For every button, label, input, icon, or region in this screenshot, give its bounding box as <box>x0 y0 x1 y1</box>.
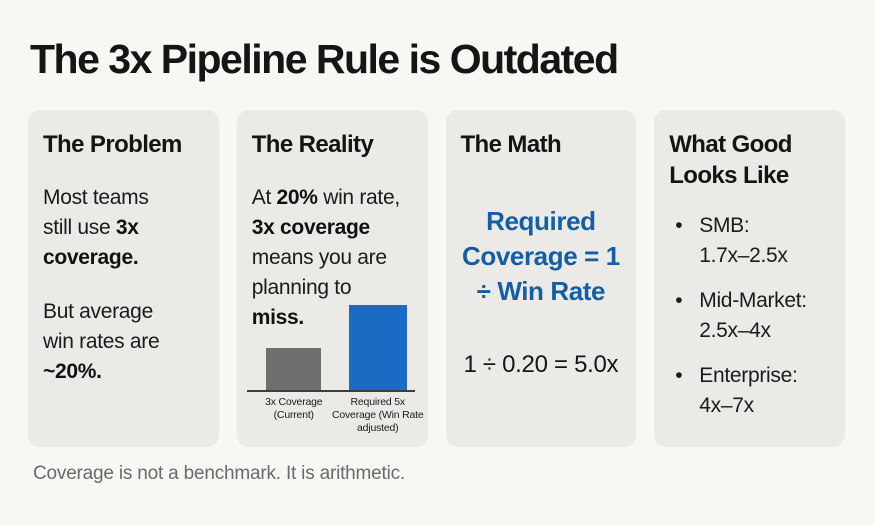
card-good-heading: What Good Looks Like <box>669 131 792 189</box>
text-segment: win rate, <box>317 186 400 209</box>
text-segment: planning to <box>251 276 352 299</box>
card-problem-heading: The Problem <box>43 131 182 158</box>
text-segment-bold: 3x <box>115 216 139 239</box>
required-coverage-formula: Required Coverage = 1 ÷ Win Rate <box>461 206 620 306</box>
card-problem-para-1: Most teams still use 3x coverage. <box>43 183 204 273</box>
text-segment-bold: miss. <box>251 306 305 329</box>
list-item-text: Enterprise: 4x–7x <box>699 361 798 421</box>
text-segment: win rates are <box>43 330 160 353</box>
segment-label: SMB: <box>699 214 750 237</box>
text-segment: Most teams <box>43 186 149 209</box>
text-segment: At <box>251 186 277 209</box>
text-line: ~20%. <box>43 357 204 387</box>
text-segment: still use <box>43 216 116 239</box>
segment-label: Enterprise: <box>699 364 798 387</box>
bullet-icon: • <box>675 214 683 237</box>
text-segment: But average <box>43 300 153 323</box>
text-segment-bold: coverage. <box>43 246 139 269</box>
card-what-good-looks-like: What Good Looks Like • SMB: 1.7x–2.5x • … <box>654 110 845 447</box>
bar-required-5x-coverage <box>348 305 407 390</box>
card-reality-heading: The Reality <box>251 131 374 158</box>
card-problem-para-2: But average win rates are ~20%. <box>43 297 204 387</box>
text-line: 3x coverage <box>252 213 413 243</box>
footer-tagline: Coverage is not a benchmark. It is arith… <box>33 463 406 484</box>
text-segment-bold: 3x coverage <box>251 216 370 239</box>
bullet-icon: • <box>675 289 683 312</box>
segment-range: 1.7x–2.5x <box>699 244 788 267</box>
text-line: coverage. <box>43 243 204 273</box>
segment-bullet-list: • SMB: 1.7x–2.5x • Mid-Market: 2.5x–4x • <box>669 211 830 421</box>
text-line: At 20% win rate, <box>252 183 413 213</box>
text-line: still use 3x <box>43 213 204 243</box>
text-line: planning to <box>252 273 413 303</box>
text-line: miss. <box>252 303 413 333</box>
bar-label-3x-coverage: 3x Coverage (Current) <box>265 396 323 421</box>
card-problem: The Problem Most teams still use 3x cove… <box>28 110 219 447</box>
card-reality: The Reality At 20% win rate, 3x coverage… <box>236 110 428 447</box>
text-segment-bold: ~20%. <box>43 360 102 383</box>
bar-3x-coverage-current <box>265 348 321 390</box>
list-item-mid-market: • Mid-Market: 2.5x–4x <box>669 286 830 346</box>
bullet-icon: • <box>675 364 683 387</box>
chart-axis-line <box>246 390 415 392</box>
list-item-smb: • SMB: 1.7x–2.5x <box>669 211 830 271</box>
cards-row: The Problem Most teams still use 3x cove… <box>28 110 845 447</box>
text-line: But average <box>43 297 204 327</box>
coverage-bar-chart: 3x Coverage (Current) Required 5x Covera… <box>246 305 424 440</box>
segment-range: 2.5x–4x <box>699 319 771 342</box>
text-line: means you are <box>252 243 413 273</box>
segment-label: Mid-Market: <box>699 289 807 312</box>
card-math-heading: The Math <box>460 131 562 158</box>
list-item-text: Mid-Market: 2.5x–4x <box>699 286 807 346</box>
text-line: win rates are <box>43 327 204 357</box>
card-math: The Math Required Coverage = 1 ÷ Win Rat… <box>445 110 637 447</box>
segment-range: 4x–7x <box>699 394 754 417</box>
card-reality-para: At 20% win rate, 3x coverage means you a… <box>252 183 413 333</box>
bar-label-required-5x: Required 5x Coverage (Win Rate adjusted) <box>331 396 424 434</box>
list-item-enterprise: • Enterprise: 4x–7x <box>669 361 830 421</box>
text-segment-bold: 20% <box>276 186 318 209</box>
text-segment: means you are <box>251 246 387 269</box>
page-title: The 3x Pipeline Rule is Outdated <box>30 36 619 82</box>
list-item-text: SMB: 1.7x–2.5x <box>699 211 788 271</box>
text-line: Most teams <box>43 183 204 213</box>
coverage-equation: 1 ÷ 0.20 = 5.0x <box>463 351 619 378</box>
